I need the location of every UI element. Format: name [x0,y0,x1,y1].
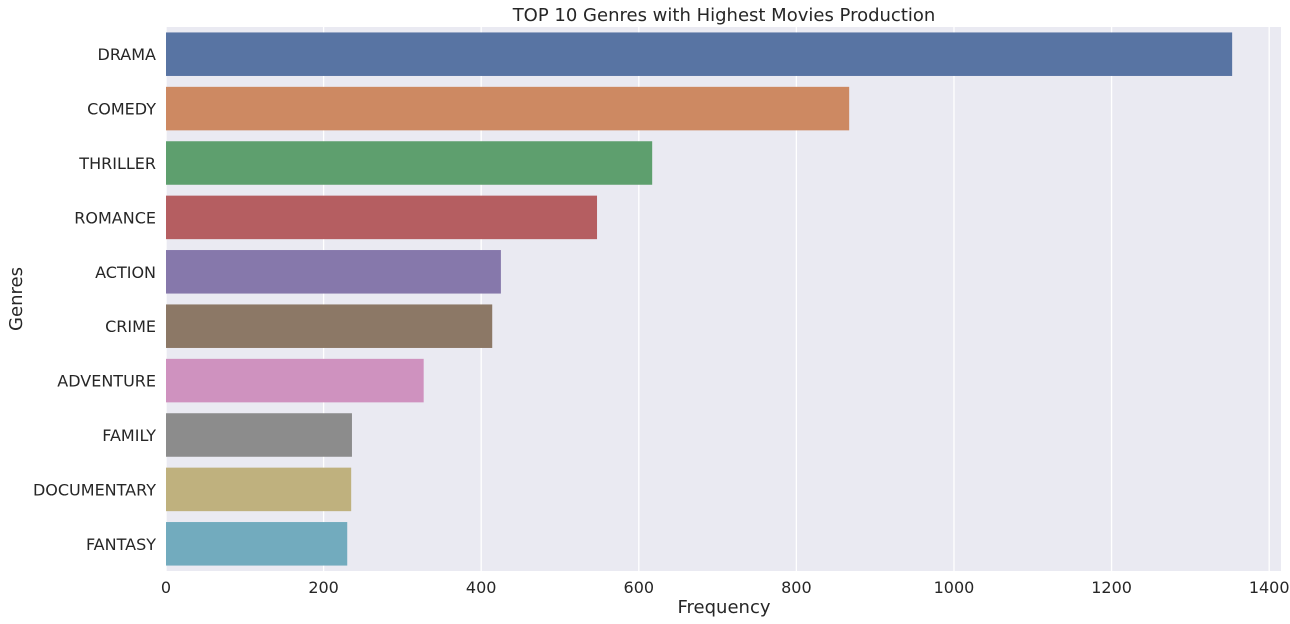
y-tick-label: THRILLER [78,154,156,173]
y-tick-label: CRIME [105,317,156,336]
x-tick-label: 1200 [1091,578,1132,597]
x-tick-label: 600 [624,578,655,597]
bar-adventure [166,358,424,403]
y-tick-label: FANTASY [86,535,156,554]
bar-comedy [166,86,850,131]
y-tick-label: FAMILY [102,426,156,445]
x-tick-label: 400 [466,578,497,597]
y-tick-labels: DRAMA COMEDY THRILLER ROMANCE ACTION CRIME ADV… [33,45,156,554]
y-tick-label: DRAMA [98,45,157,64]
bar-romance [166,195,598,240]
y-tick-label: ROMANCE [74,208,156,227]
bar-fantasy [166,522,348,566]
y-tick-label: DOCUMENTARY [33,480,156,499]
bar-drama [166,32,1233,76]
y-tick-label: COMEDY [87,100,156,119]
chart-title: TOP 10 Genres with Highest Movies Produc… [512,5,936,26]
bar-family [166,413,352,457]
x-tick-label: 1000 [934,578,975,597]
y-tick-label: ACTION [95,263,156,282]
bars [166,32,1233,566]
x-tick-labels: 0 200 400 600 800 1000 1200 1400 [161,578,1290,597]
y-tick-label: ADVENTURE [57,372,156,391]
y-axis-label: Genres [6,267,27,331]
bar-crime [166,304,493,348]
x-tick-label: 800 [781,578,812,597]
bar-documentary [166,467,352,512]
x-tick-label: 1400 [1249,578,1290,597]
x-axis-label: Frequency [678,597,771,618]
x-tick-label: 200 [308,578,339,597]
bar-action [166,250,501,294]
x-tick-label: 0 [161,578,171,597]
bar-thriller [166,141,653,185]
